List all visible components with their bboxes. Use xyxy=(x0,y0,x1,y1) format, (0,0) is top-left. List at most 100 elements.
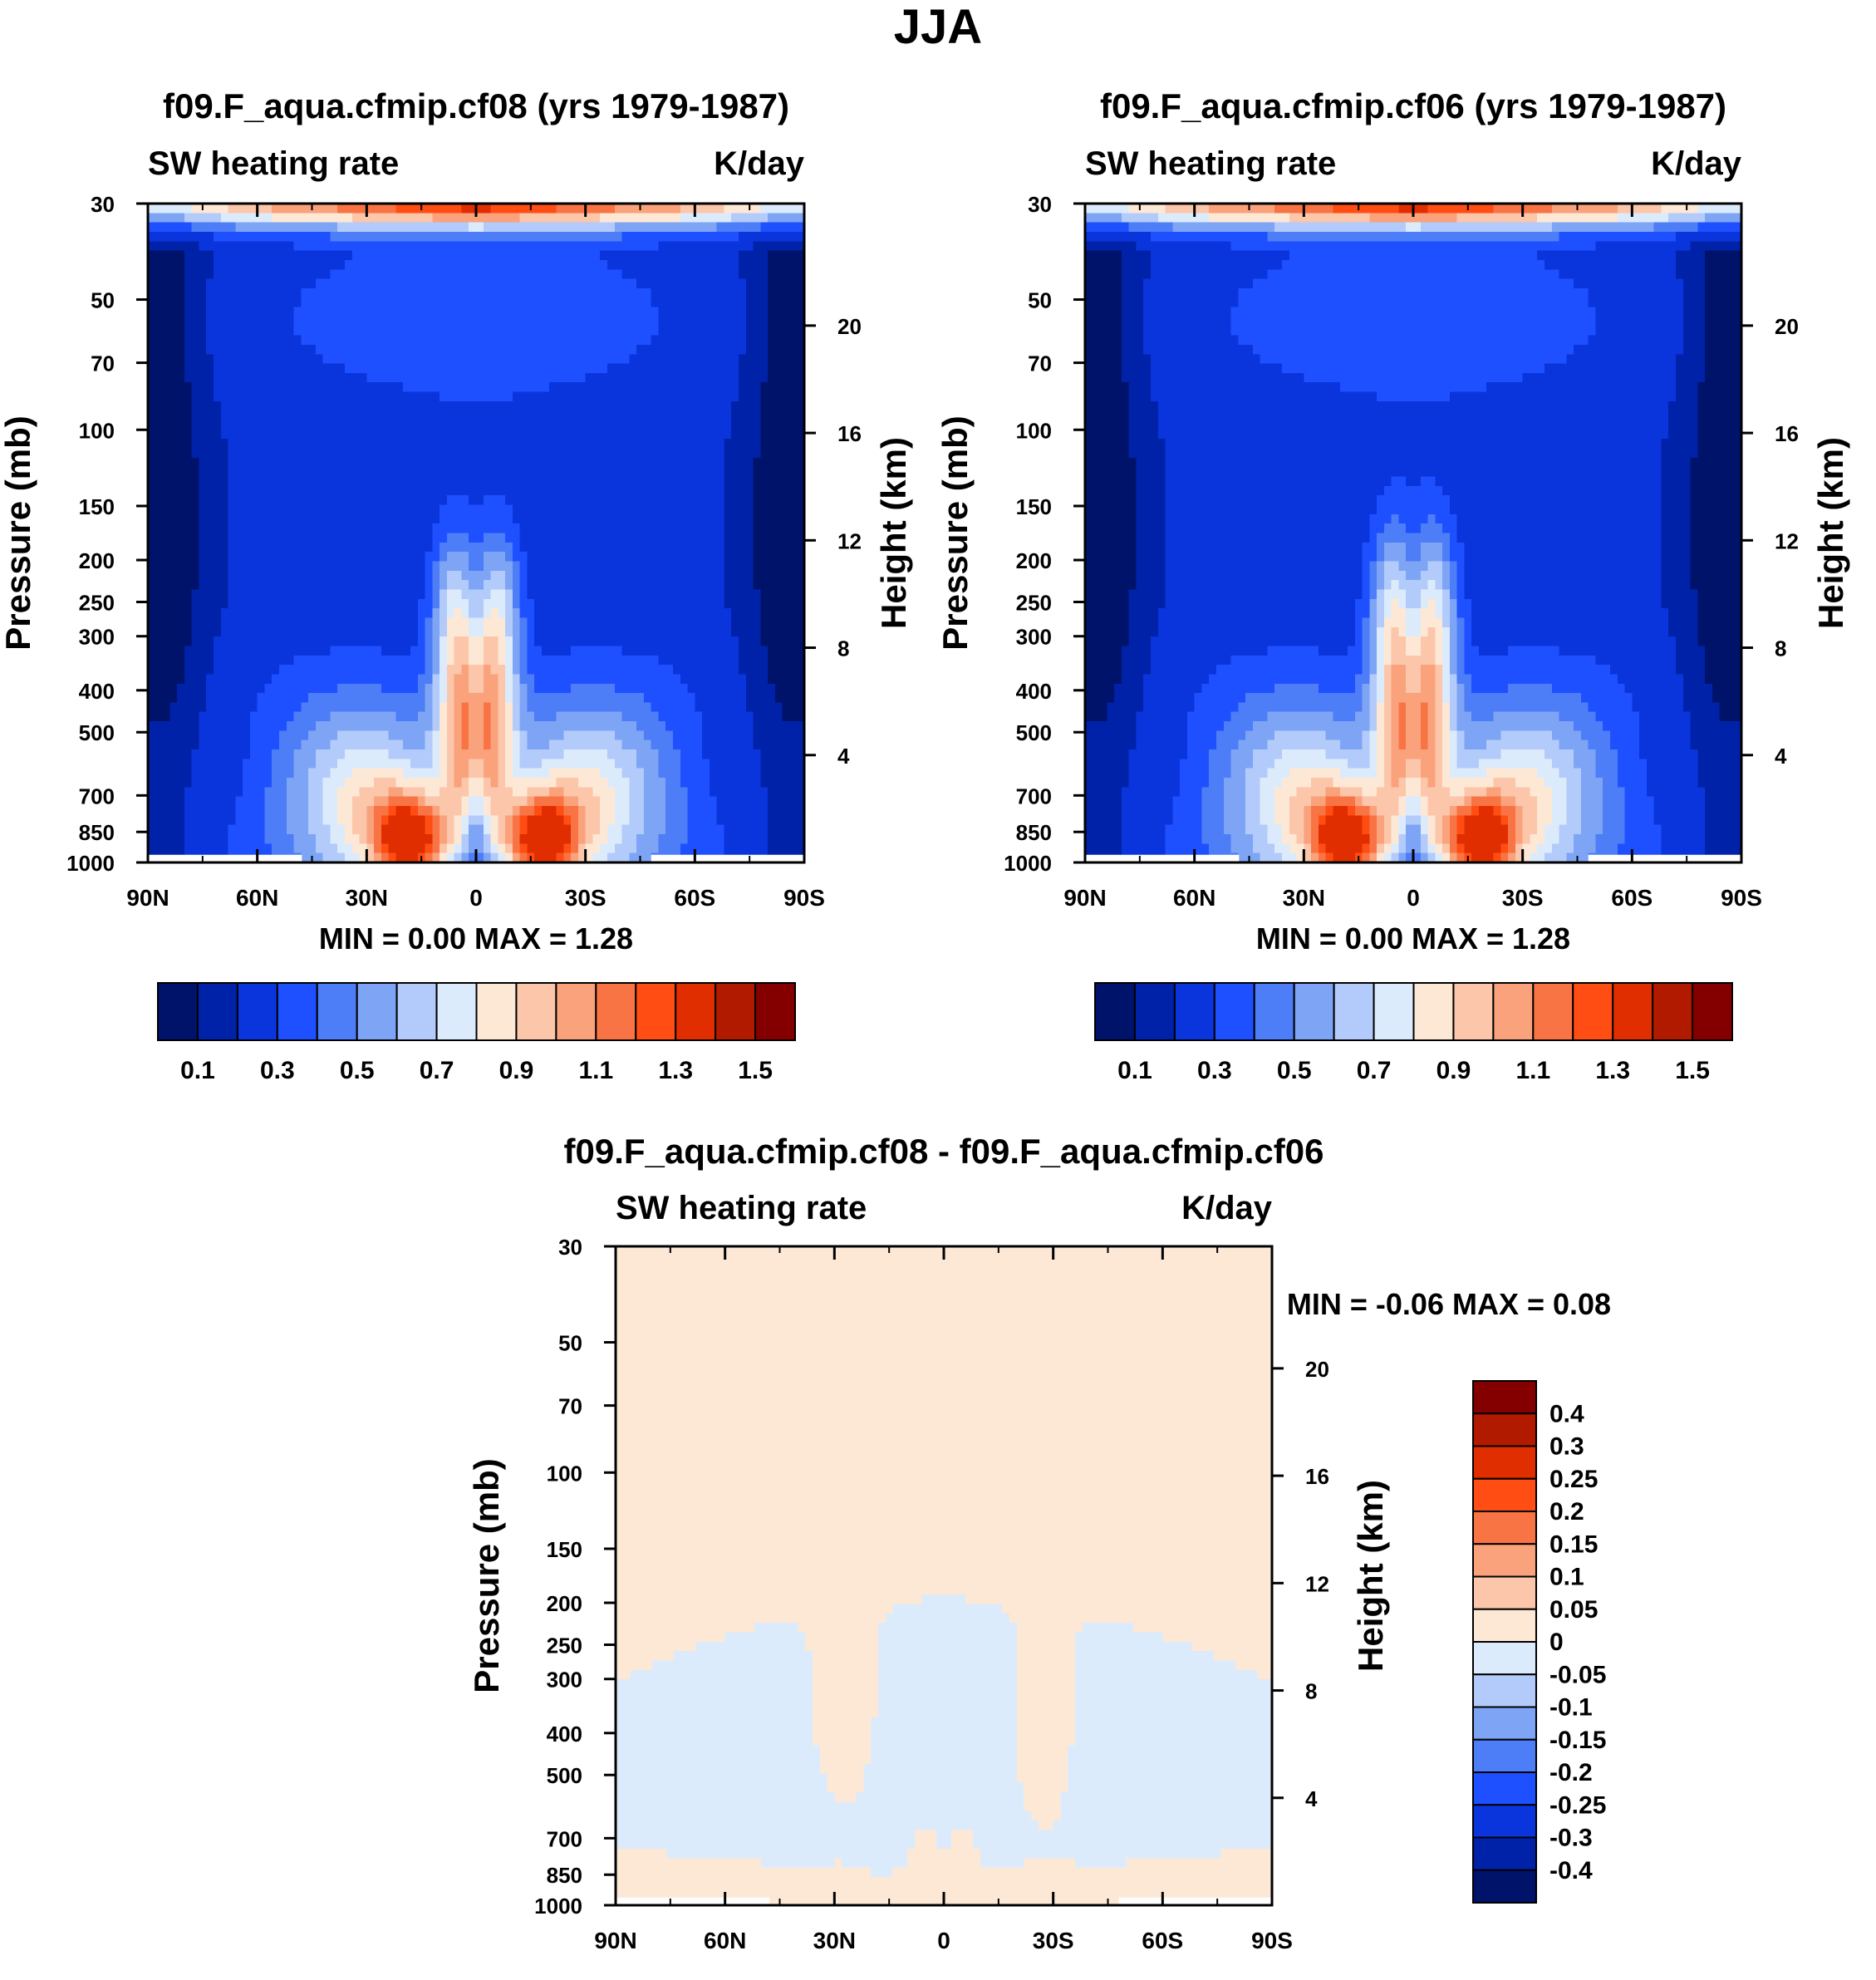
field-cell xyxy=(760,391,769,402)
field-cell xyxy=(293,204,302,214)
field-cell xyxy=(490,372,498,383)
field-cell xyxy=(760,400,769,411)
field-cell xyxy=(417,636,426,647)
field-cell xyxy=(366,250,375,261)
field-cell xyxy=(542,222,550,233)
field-cell xyxy=(585,655,594,666)
field-cell xyxy=(243,665,251,676)
field-cell xyxy=(548,495,557,506)
field-cell xyxy=(177,655,185,666)
field-cell xyxy=(337,231,346,242)
field-cell xyxy=(753,448,761,459)
field-cell xyxy=(425,222,433,233)
field-cell xyxy=(687,372,695,383)
field-cell xyxy=(490,344,498,355)
field-cell xyxy=(577,372,587,383)
field-cell xyxy=(797,439,805,450)
field-cell xyxy=(243,204,251,214)
field-cell xyxy=(293,335,302,346)
field-cell xyxy=(782,646,791,656)
field-cell xyxy=(257,420,266,430)
field-cell xyxy=(206,711,214,722)
field-cell xyxy=(643,702,652,713)
field-cell xyxy=(243,307,251,317)
field-cell xyxy=(621,495,630,506)
field-cell xyxy=(330,204,338,214)
field-cell xyxy=(789,542,798,553)
field-cell xyxy=(220,278,229,289)
field-cell xyxy=(621,372,630,383)
field-cell xyxy=(739,504,747,515)
field-cell xyxy=(753,693,761,704)
field-cell xyxy=(155,297,164,308)
field-cell xyxy=(388,400,397,411)
field-cell xyxy=(293,250,302,261)
field-cell xyxy=(177,570,185,581)
field-cell xyxy=(745,495,754,506)
field-cell xyxy=(432,354,440,365)
field-cell xyxy=(177,420,185,430)
field-cell xyxy=(388,533,397,543)
field-cell xyxy=(257,391,266,402)
field-cell xyxy=(155,561,164,572)
field-cell xyxy=(498,693,506,704)
field-cell xyxy=(614,674,623,685)
field-cell xyxy=(490,646,498,656)
field-cell xyxy=(476,561,484,572)
field-cell xyxy=(206,316,214,327)
field-cell xyxy=(345,693,353,704)
field-cell xyxy=(498,344,506,355)
field-cell xyxy=(243,598,251,609)
field-cell xyxy=(577,513,587,524)
field-cell xyxy=(257,316,266,327)
field-cell xyxy=(512,250,521,261)
field-cell xyxy=(169,665,178,676)
field-cell xyxy=(629,533,637,543)
field-cell xyxy=(461,485,469,496)
field-cell xyxy=(162,476,170,487)
field-cell xyxy=(410,316,419,327)
field-cell xyxy=(286,420,295,430)
field-cell xyxy=(308,269,317,280)
field-cell xyxy=(308,693,317,704)
field-cell xyxy=(745,646,754,656)
field-cell xyxy=(519,513,528,524)
field-cell xyxy=(403,429,411,440)
field-cell xyxy=(381,363,390,374)
field-cell xyxy=(600,269,608,280)
field-cell xyxy=(410,523,419,534)
field-cell xyxy=(199,542,207,553)
field-cell xyxy=(483,598,492,609)
field-cell xyxy=(162,683,170,694)
field-cell xyxy=(286,269,295,280)
field-cell xyxy=(731,241,739,252)
field-cell xyxy=(592,213,601,224)
field-cell xyxy=(739,589,747,600)
field-cell xyxy=(381,241,390,252)
field-cell xyxy=(257,204,266,214)
field-cell xyxy=(257,580,266,591)
field-cell xyxy=(665,457,674,468)
field-cell xyxy=(651,693,660,704)
field-cell xyxy=(556,683,564,694)
field-cell xyxy=(600,287,608,298)
field-cell xyxy=(381,344,390,355)
field-cell xyxy=(191,429,200,440)
field-cell xyxy=(651,250,660,261)
field-cell xyxy=(461,354,469,365)
field-cell xyxy=(629,513,637,524)
field-cell xyxy=(381,626,390,637)
field-cell xyxy=(206,382,214,393)
field-cell xyxy=(673,297,681,308)
field-cell xyxy=(454,269,463,280)
field-cell xyxy=(542,372,550,383)
field-cell xyxy=(235,278,243,289)
field-cell xyxy=(243,363,251,374)
field-cell xyxy=(417,523,426,534)
field-cell xyxy=(760,363,769,374)
field-cell xyxy=(410,533,419,543)
field-cell xyxy=(687,702,695,713)
field-cell xyxy=(709,316,718,327)
field-cell xyxy=(789,429,798,440)
field-cell xyxy=(548,665,557,676)
